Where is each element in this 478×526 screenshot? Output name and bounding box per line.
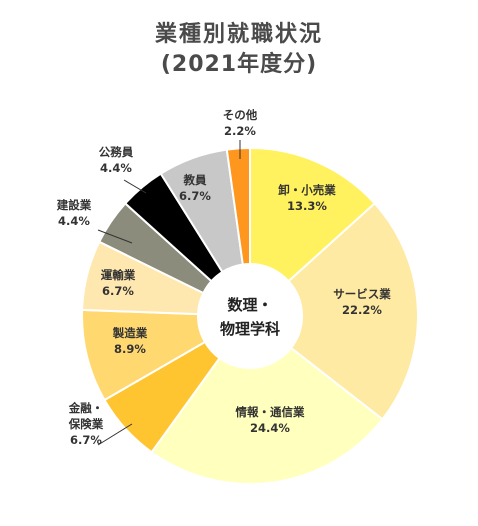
slice-labels: 卸・小売業 13.3% サービス業 22.2% 情報・通信業 24.4% 金融・保険業 6.7… [57, 108, 391, 447]
slice-value-label-9: 2.2% [224, 124, 256, 138]
slice-category-label-3: 保険業 [68, 417, 104, 431]
slice-value-label-1: 22.2% [342, 303, 382, 317]
slice-value-label-2: 24.4% [250, 421, 290, 435]
slice-category-label-1: サービス業 [333, 287, 391, 301]
leader-line-6 [97, 229, 133, 244]
chart-subtitle: (2021年度分) [160, 52, 318, 77]
slice-value-label-7: 4.4% [100, 161, 132, 175]
slice-category-label-3: 金融・ [68, 401, 104, 415]
chart-title: 業種別就職状況 [154, 22, 323, 47]
center-label: 数理・物理学科 [220, 296, 280, 338]
slice-category-label-8: 教員 [183, 173, 207, 187]
leader-lines [97, 140, 241, 446]
slice-category-label-6: 建設業 [57, 198, 92, 212]
leader-line-3 [97, 423, 133, 446]
slice-value-label-3: 6.7% [70, 433, 102, 447]
slice-category-label-2: 情報・通信業 [235, 405, 305, 419]
slice-category-label-0: 卸・小売業 [278, 183, 336, 197]
slice-value-label-6: 4.4% [58, 214, 90, 228]
slice-value-label-0: 13.3% [287, 199, 327, 213]
slice-category-label-7: 公務員 [99, 145, 134, 159]
center-label-line-0: 数理・ [227, 296, 272, 314]
slice-value-label-4: 8.9% [114, 342, 146, 356]
donut-hole [198, 264, 302, 368]
slice-category-label-5: 運輸業 [101, 268, 136, 282]
chart-title-block: 業種別就職状況 (2021年度分) [0, 20, 478, 80]
leader-line-7 [123, 179, 147, 194]
center-label-line-1: 物理学科 [220, 320, 280, 338]
slice-category-label-4: 製造業 [112, 326, 148, 340]
donut-slices [81, 146, 419, 485]
slice-value-label-5: 6.7% [102, 284, 134, 298]
slice-value-label-8: 6.7% [179, 189, 211, 203]
slice-category-label-9: その他 [223, 108, 258, 122]
